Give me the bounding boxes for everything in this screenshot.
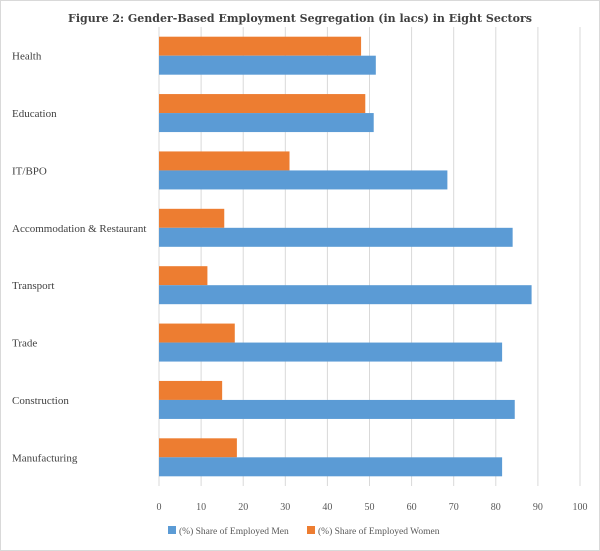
bar-women: [159, 266, 208, 286]
category-label: Trade: [12, 338, 37, 350]
bar-women: [159, 208, 225, 228]
category-label: IT/BPO: [12, 165, 47, 177]
bar-women: [159, 380, 223, 400]
legend-swatch: [168, 526, 176, 534]
x-tick-label: 100: [573, 502, 588, 513]
category-label: Manufacturing: [12, 452, 78, 464]
bar-men: [159, 342, 503, 362]
bar-men: [159, 457, 503, 477]
x-tick-label: 80: [491, 502, 501, 513]
legend-label: (%) Share of Employed Men: [179, 526, 289, 537]
x-tick-label: 50: [365, 502, 375, 513]
bar-men: [159, 170, 448, 190]
x-tick-label: 20: [238, 502, 248, 513]
x-tick-label: 10: [196, 502, 206, 513]
category-labels: Health Education IT/BPO Accommodation & Res…: [12, 51, 146, 465]
legend-swatch: [307, 526, 315, 534]
x-tick-label: 0: [157, 502, 162, 513]
category-label: Accommodation & Restaurant: [12, 223, 146, 235]
bar-men: [159, 55, 376, 75]
category-label: Education: [12, 108, 57, 120]
x-tick-label: 70: [449, 502, 459, 513]
x-tick-label: 90: [533, 502, 543, 513]
x-tick-labels: 0 10 20 30 40 50 60 70 80 90 100: [157, 502, 588, 513]
bar-men: [159, 113, 374, 133]
legend-label: (%) Share of Employed Women: [318, 526, 440, 537]
category-label: Construction: [12, 395, 69, 407]
bar-men: [159, 227, 513, 247]
bar-women: [159, 94, 366, 114]
bar-women: [159, 438, 237, 458]
bar-women: [159, 323, 235, 343]
x-tick-label: 30: [280, 502, 290, 513]
x-tick-label: 60: [407, 502, 417, 513]
bars: [159, 36, 532, 477]
chart-title: Figure 2: Gender-Based Employment Segreg…: [68, 12, 532, 25]
bar-women: [159, 36, 362, 56]
category-label: Transport: [12, 280, 54, 292]
x-tick-label: 40: [322, 502, 332, 513]
legend: (%) Share of Employed Men (%) Share of Em…: [168, 526, 440, 537]
bar-men: [159, 285, 532, 305]
bar-women: [159, 151, 290, 171]
category-label: Health: [12, 51, 42, 63]
bar-men: [159, 399, 515, 419]
